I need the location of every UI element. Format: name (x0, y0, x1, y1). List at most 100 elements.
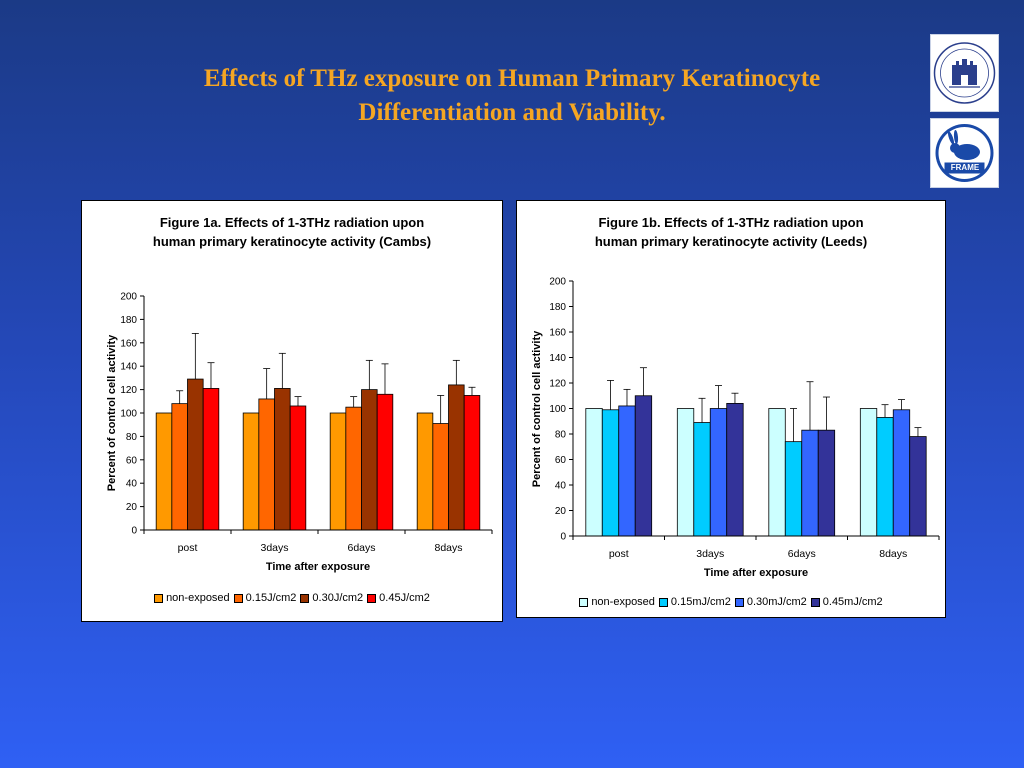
x-axis-label: Time after exposure (703, 567, 809, 579)
frame-logo-text: FRAME (950, 163, 980, 172)
y-tick-label: 180 (120, 315, 137, 326)
chart-legend: non-exposed 0.15J/cm2 0.30J/cm2 0.45J/cm2 (82, 592, 502, 604)
y-tick-label: 60 (555, 455, 567, 466)
x-tick-label: 6days (347, 542, 375, 554)
bar (585, 408, 603, 537)
y-tick-label: 200 (120, 292, 137, 303)
y-tick-label: 40 (126, 479, 138, 490)
bar (768, 408, 786, 537)
legend-label: 0.30mJ/cm2 (746, 596, 807, 608)
x-tick-label: 3days (696, 548, 724, 560)
legend-label: non-exposed (166, 592, 230, 604)
y-tick-label: 120 (549, 379, 566, 390)
legend-item: 0.45mJ/cm2 (810, 596, 883, 608)
x-tick-label: 8days (879, 548, 907, 560)
y-axis-label: Percent of control cell activity (106, 334, 118, 492)
legend-item: non-exposed (579, 596, 655, 608)
y-tick-label: 0 (560, 532, 566, 543)
y-tick-label: 100 (120, 409, 137, 420)
frame-rabbit-logo-icon (935, 124, 994, 182)
chart-panel-1b: Figure 1b. Effects of 1-3THz radiation u… (516, 200, 946, 618)
bar (784, 441, 803, 537)
legend-item: 0.15J/cm2 (233, 592, 297, 604)
bar (289, 405, 307, 531)
chart-title: Figure 1b. Effects of 1-3THz radiation u… (517, 213, 945, 251)
legend-item: 0.30J/cm2 (300, 592, 363, 604)
x-tick-label: post (178, 542, 198, 554)
y-tick-label: 20 (126, 502, 138, 513)
bar (274, 388, 291, 531)
y-tick-label: 120 (120, 385, 137, 396)
bar (448, 384, 465, 531)
bar (329, 412, 347, 531)
bar (618, 405, 636, 537)
chart-plot-1b: 0 20 40 60 80 100 120 140 160 180 200 post 3days 6day… (549, 277, 940, 560)
slide-title-line-1: Effects of THz exposure on Human Primary… (203, 65, 821, 92)
legend-item: non-exposed (154, 592, 230, 604)
bar (463, 395, 481, 531)
legend-label: non-exposed (591, 596, 655, 608)
y-tick-label: 40 (555, 481, 567, 492)
bar (202, 388, 220, 531)
bar (258, 398, 275, 531)
legend-item: 0.15mJ/cm2 (658, 596, 731, 608)
bar (693, 422, 711, 537)
chart-panel-1a: Figure 1a. Effects of 1-3THz radiation u… (81, 200, 503, 622)
chart-title-line-2: human primary keratinocyte activity (Lee… (594, 234, 868, 249)
legend-label: 0.30J/cm2 (312, 592, 364, 604)
frame-logo: FRAME (930, 118, 999, 188)
y-tick-label: 160 (120, 338, 137, 349)
university-crest-icon (933, 42, 996, 104)
bar (634, 395, 653, 537)
bar (155, 412, 173, 531)
bar (432, 423, 449, 531)
legend-swatch (233, 593, 243, 603)
y-tick-label: 80 (126, 432, 138, 443)
bar (876, 417, 894, 537)
bar (361, 389, 378, 531)
bar (909, 436, 927, 537)
bar (171, 403, 188, 531)
university-logo (930, 34, 999, 112)
bar (187, 378, 204, 531)
legend-label: 0.15J/cm2 (245, 592, 297, 604)
slide-title: Effects of THz exposure on Human Primary… (120, 62, 904, 130)
chart-plot-1a: 0 20 40 60 80 100 120 140 160 180 200 post 3days 6day… (120, 292, 493, 554)
legend-label: 0.45mJ/cm2 (822, 596, 883, 608)
bar (726, 402, 744, 537)
y-tick-label: 100 (549, 404, 566, 415)
y-tick-label: 60 (126, 455, 138, 466)
bar (892, 409, 911, 537)
x-tick-label: 6days (788, 548, 816, 560)
bar (817, 429, 836, 537)
legend-swatch (154, 593, 164, 603)
bar (676, 408, 695, 537)
chart-title-line-1: Figure 1b. Effects of 1-3THz radiation u… (598, 215, 864, 230)
legend-label: 0.15mJ/cm2 (670, 596, 731, 608)
y-tick-label: 140 (120, 362, 137, 373)
legend-swatch (734, 597, 744, 607)
chart-legend: non-exposed 0.15mJ/cm2 0.30mJ/cm2 0.45mJ/cm… (517, 596, 945, 608)
legend-item: 0.45J/cm2 (367, 592, 430, 604)
y-tick-label: 140 (549, 353, 566, 364)
slide-title-line-2: Differentiation and Viability. (358, 99, 666, 126)
bar (859, 408, 878, 537)
y-tick-label: 80 (555, 430, 567, 441)
legend-swatch (579, 597, 589, 607)
legend-label: 0.45J/cm2 (379, 592, 430, 604)
legend-swatch (367, 593, 377, 603)
bar (601, 409, 620, 537)
bar (709, 408, 728, 537)
bar (376, 393, 394, 531)
chart-title: Figure 1a. Effects of 1-3THz radiation u… (82, 213, 502, 251)
x-tick-label: post (609, 548, 629, 560)
chart-title-line-1: Figure 1a. Effects of 1-3THz radiation u… (159, 215, 425, 230)
legend-swatch (810, 597, 820, 607)
y-tick-label: 200 (549, 277, 566, 288)
y-tick-label: 20 (555, 506, 567, 517)
legend-swatch (658, 597, 668, 607)
bar (801, 429, 819, 537)
bar (345, 406, 362, 531)
legend-item: 0.30mJ/cm2 (734, 596, 807, 608)
bar (416, 412, 434, 531)
